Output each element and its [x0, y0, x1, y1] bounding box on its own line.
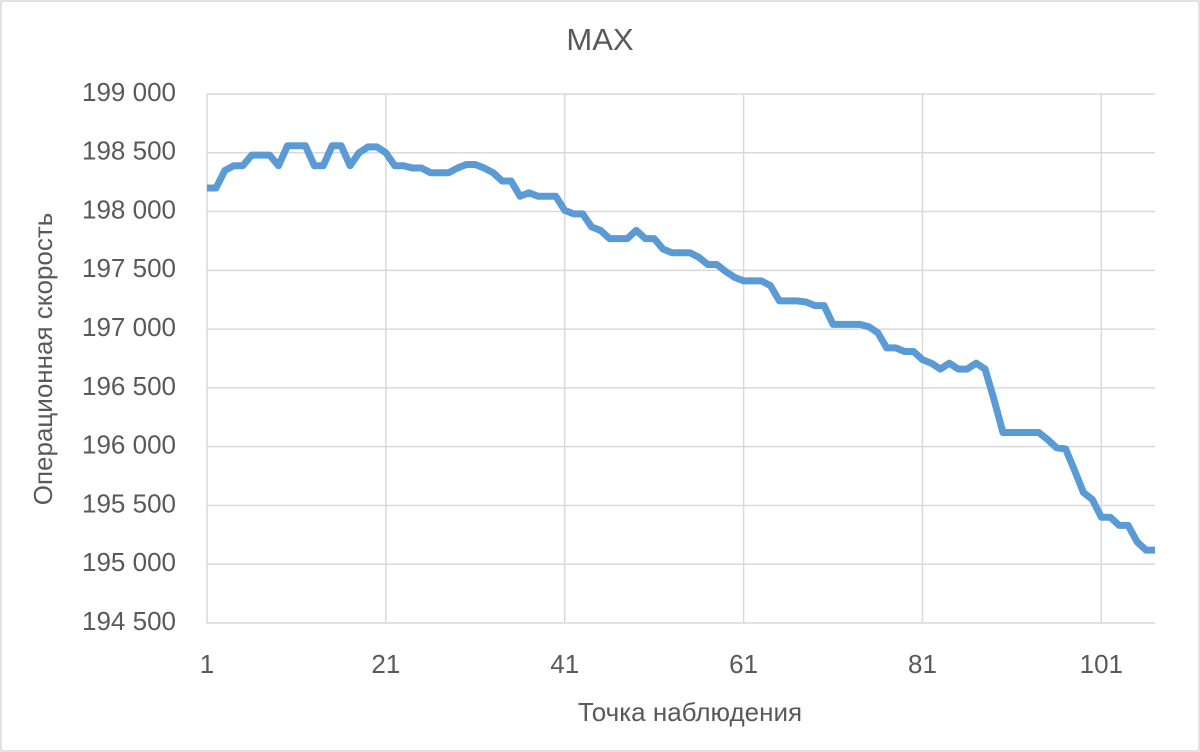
x-tick-label: 61	[729, 649, 758, 679]
y-tick-label: 195 500	[82, 488, 176, 518]
y-tick-label: 194 500	[82, 606, 176, 636]
x-axis-label: Точка наблюдения	[578, 697, 802, 727]
y-tick-label: 199 000	[82, 77, 176, 107]
x-tick-label: 41	[550, 649, 579, 679]
x-tick-label: 101	[1080, 649, 1123, 679]
y-tick-label: 198 500	[82, 136, 176, 166]
data-line	[207, 142, 1155, 554]
y-axis-label: Операционная скорость	[28, 213, 58, 506]
y-tick-label: 196 000	[82, 430, 176, 460]
x-tick-label: 1	[200, 649, 214, 679]
y-tick-label: 195 000	[82, 547, 176, 577]
x-tick-label: 81	[908, 649, 937, 679]
x-tick-label: 21	[371, 649, 400, 679]
y-tick-label: 197 000	[82, 312, 176, 342]
y-tick-label: 196 500	[82, 371, 176, 401]
y-tick-label: 197 500	[82, 253, 176, 283]
y-tick-label: 198 000	[82, 194, 176, 224]
chart-title: MAX	[566, 22, 634, 57]
